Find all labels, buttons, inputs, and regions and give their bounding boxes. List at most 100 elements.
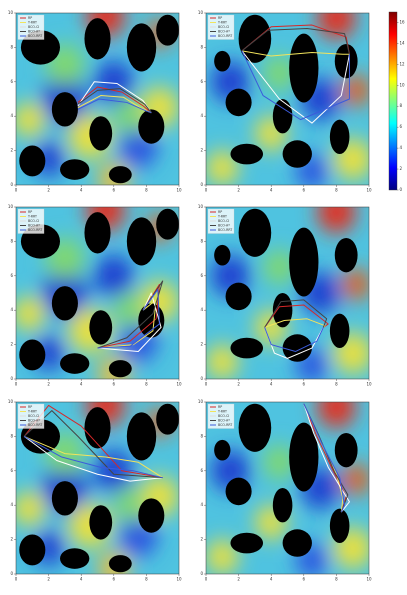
path-line [241, 50, 350, 57]
path-line [241, 27, 350, 55]
y-tick-label: 2 [10, 148, 13, 153]
x-tick-label: 2 [237, 188, 240, 193]
y-tick-label: 10 [8, 204, 14, 209]
x-tick-label: 8 [335, 577, 338, 582]
x-tick-label: 10 [366, 188, 372, 193]
y-tick-label: 4 [10, 502, 13, 507]
x-tick-label: 6 [303, 188, 306, 193]
paths [77, 81, 152, 114]
y-tick-label: 0 [10, 571, 13, 576]
colorbar-tick-label: 10 [400, 82, 406, 87]
x-tick-label: 2 [237, 577, 240, 582]
axes-frame [205, 206, 370, 380]
colorbar-tick-label: 4 [400, 145, 403, 150]
x-tick-label: 0 [15, 382, 18, 387]
colorbar-tick-label: 14 [400, 40, 406, 45]
legend-label: BCO-A* [218, 30, 230, 34]
legend-label: BCO-RRT [218, 228, 232, 232]
x-tick-label: 2 [237, 382, 240, 387]
y-tick-label: 6 [10, 468, 13, 473]
x-tick-label: 10 [366, 577, 372, 582]
y-tick-label: 0 [10, 376, 13, 381]
x-tick-label: 0 [15, 188, 18, 193]
y-tick-label: 6 [10, 273, 13, 278]
y-tick-label: 2 [200, 148, 203, 153]
y-tick-label: 0 [200, 571, 203, 576]
x-tick-label: 8 [145, 382, 148, 387]
path-line [77, 81, 152, 114]
axes-frame [15, 401, 180, 575]
path-line [303, 403, 350, 513]
y-tick-label: 6 [200, 79, 203, 84]
legend-label: BCO-CI [218, 219, 229, 223]
legend-label: T-RRT [27, 410, 37, 414]
y-tick-label: 2 [10, 342, 13, 347]
y-tick-label: 4 [10, 307, 13, 312]
legend-label: BCO-CI [218, 25, 229, 29]
y-tick-label: 4 [10, 113, 13, 118]
y-tick-label: 0 [10, 182, 13, 187]
legend-label: BCO-RRT [28, 34, 42, 38]
y-tick-label: 2 [200, 342, 203, 347]
path-line [264, 304, 329, 328]
y-tick-label: 6 [200, 273, 203, 278]
legend-label: BCO-RRT [218, 423, 232, 427]
legend-label: BCO-RRT [218, 34, 232, 38]
y-tick-label: 10 [198, 10, 204, 15]
x-tick-label: 0 [205, 577, 208, 582]
x-tick-label: 10 [176, 188, 182, 193]
legend-label: RP [218, 405, 222, 409]
path-line [264, 318, 326, 328]
y-tick-label: 2 [200, 537, 203, 542]
x-tick-label: 4 [270, 382, 273, 387]
path-line [97, 292, 162, 352]
paths [264, 299, 329, 359]
x-tick-label: 4 [80, 577, 83, 582]
y-tick-label: 6 [200, 468, 203, 473]
y-tick-label: 2 [10, 537, 13, 542]
path-line [77, 88, 152, 114]
legend-label: BCO-CI [28, 25, 39, 29]
path-line [23, 435, 163, 482]
legend-label: RP [28, 210, 32, 214]
x-tick-label: 2 [47, 577, 50, 582]
legend-label: BCO-RRT [28, 228, 42, 232]
axes-frame [15, 12, 180, 186]
x-tick-label: 4 [80, 382, 83, 387]
path-line [77, 86, 152, 114]
legend-label: T-RRT [27, 215, 37, 219]
legend-label: RP [218, 16, 222, 20]
axes-frame [205, 401, 370, 575]
colorbar-tick-label: 8 [400, 103, 403, 108]
x-tick-label: 0 [15, 577, 18, 582]
path-line [97, 280, 164, 349]
x-tick-label: 10 [176, 382, 182, 387]
x-tick-label: 4 [270, 577, 273, 582]
x-tick-label: 8 [335, 382, 338, 387]
legend-label: BCO-A* [28, 30, 40, 34]
path-line [97, 299, 157, 349]
path-line [264, 327, 324, 352]
y-tick-label: 8 [10, 238, 13, 243]
y-tick-label: 6 [10, 79, 13, 84]
x-tick-label: 0 [205, 382, 208, 387]
x-tick-label: 6 [303, 382, 306, 387]
path-line [23, 435, 163, 479]
paths [303, 403, 350, 513]
colorbar-tick-label: 0 [400, 187, 403, 192]
legend-label: BCO-CI [28, 219, 39, 223]
colorbar-tick-label: 16 [400, 19, 406, 24]
colorbar [388, 11, 398, 191]
legend-label: BCO-A* [28, 224, 40, 228]
legend-label: T-RRT [217, 410, 227, 414]
axes-frame [15, 206, 180, 380]
x-tick-label: 6 [113, 382, 116, 387]
x-tick-label: 8 [335, 188, 338, 193]
